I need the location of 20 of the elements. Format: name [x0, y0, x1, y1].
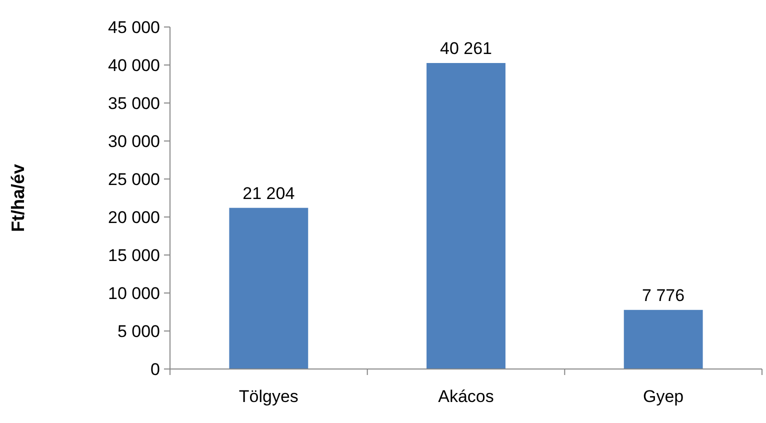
x-tick-label: Akácos — [438, 387, 494, 406]
data-label: 40 261 — [440, 39, 492, 58]
y-tick-label: 40 000 — [108, 56, 160, 75]
y-tick-label: 5 000 — [117, 322, 160, 341]
bar — [426, 63, 506, 369]
y-tick-label: 25 000 — [108, 170, 160, 189]
x-tick-label: Tölgyes — [238, 387, 298, 406]
data-label: 7 776 — [642, 286, 685, 305]
bar — [229, 208, 308, 369]
y-tick-label: 20 000 — [108, 208, 160, 227]
x-tick-label: Gyep — [643, 387, 684, 406]
y-tick-label: 0 — [150, 360, 160, 379]
y-tick-label: 30 000 — [108, 132, 160, 151]
y-tick-label: 10 000 — [108, 284, 160, 303]
data-label: 21 204 — [242, 184, 295, 203]
y-tick-label: 35 000 — [108, 94, 160, 113]
bar — [624, 310, 703, 369]
y-axis-title: Ft/ha/év — [8, 164, 28, 232]
y-tick-label: 45 000 — [108, 18, 160, 37]
y-tick-label: 15 000 — [108, 246, 160, 265]
